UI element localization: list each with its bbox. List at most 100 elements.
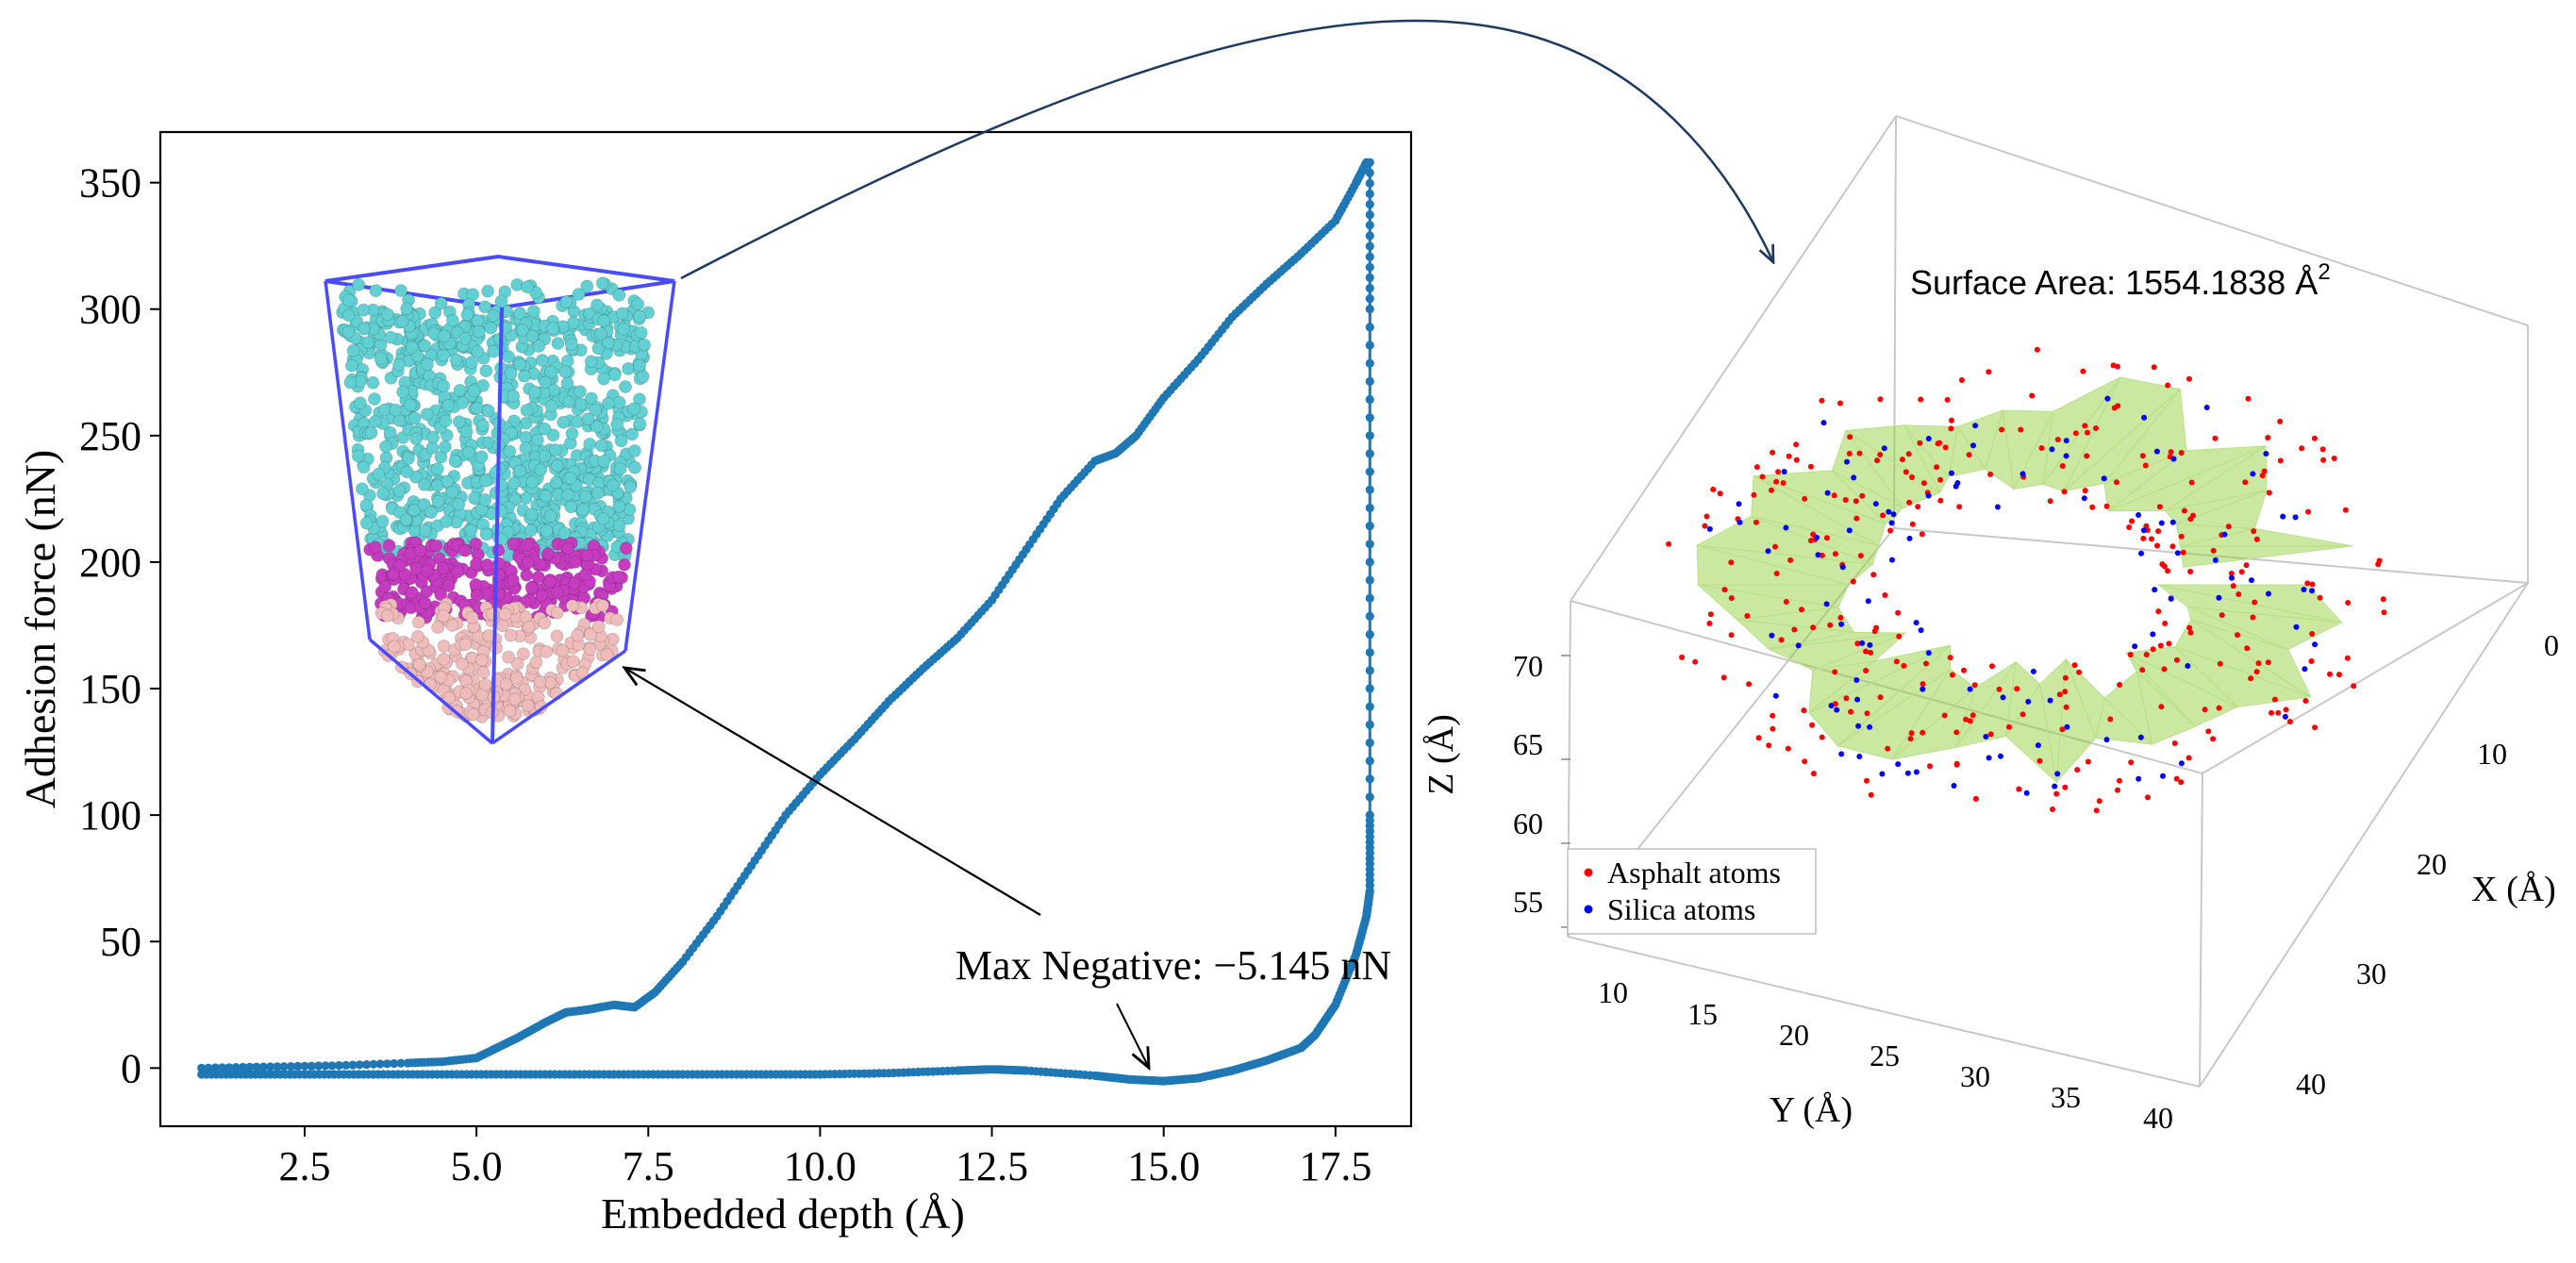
asphalt-atom <box>1948 425 1954 432</box>
inset-atom <box>633 358 646 373</box>
asphalt-atom <box>2178 533 2185 540</box>
asphalt-atom <box>2047 498 2053 505</box>
inset-atom <box>539 375 552 390</box>
asphalt-atom <box>1905 451 1912 457</box>
asphalt-atom <box>2312 724 2318 731</box>
asphalt-atom <box>1874 457 1880 464</box>
inset-atom <box>573 385 587 399</box>
inset-atom <box>625 427 639 441</box>
asphalt-atom <box>2255 660 2262 667</box>
inset-box-edge <box>324 280 372 640</box>
data-point <box>1365 648 1374 657</box>
inset-atom <box>615 307 629 321</box>
asphalt-atom <box>2212 435 2219 441</box>
silica-atom <box>1881 445 1887 452</box>
asphalt-atom <box>2029 392 2036 399</box>
inset-atom <box>529 656 543 669</box>
silica-atom <box>1855 723 1862 729</box>
y-axis-ticks: 0 50 100 150 200 250 300 350 <box>79 160 160 1091</box>
asphalt-atom <box>1809 722 1816 728</box>
y-tick-label: 250 <box>79 413 141 459</box>
asphalt-atom <box>2319 446 2326 453</box>
inset-atom <box>429 539 443 553</box>
asphalt-atom <box>1909 521 1916 527</box>
asphalt-atom <box>1863 668 1870 673</box>
inset-atom <box>612 500 626 513</box>
inset-atom <box>441 398 456 412</box>
inset-atom <box>472 324 486 339</box>
asphalt-atom <box>2238 569 2245 575</box>
asphalt-atom <box>2158 704 2165 710</box>
y-tick-label: 300 <box>79 287 141 333</box>
annotation-arrow <box>1116 1003 1149 1068</box>
data-point <box>231 1063 241 1072</box>
inset-atom <box>531 433 544 447</box>
asphalt-atom <box>1850 578 1856 585</box>
asphalt-atom <box>2145 794 2151 801</box>
asphalt-atom <box>2185 755 2192 761</box>
inset-atom <box>610 418 624 431</box>
silica-atom <box>2158 520 2165 526</box>
inset-atom <box>543 575 557 589</box>
silica-atom <box>2160 773 2166 779</box>
data-point <box>1365 503 1374 513</box>
asphalt-atom <box>1802 758 1808 765</box>
asphalt-atom <box>1854 640 1861 647</box>
x-tick-label: 2.5 <box>279 1143 331 1189</box>
asphalt-atom <box>2143 652 2150 657</box>
silica-atom <box>2169 519 2176 525</box>
inset-atom <box>494 294 508 308</box>
asphalt-atom <box>1772 543 1778 550</box>
z-tick-label: 70 <box>1513 649 1543 683</box>
asphalt-atom <box>2186 375 2192 382</box>
asphalt-atom <box>1807 463 1814 470</box>
silica-atom <box>1951 783 1957 789</box>
inset-atom <box>476 666 490 679</box>
inset-atom <box>631 297 645 311</box>
inset-atom <box>471 344 485 358</box>
x-3d-tick-label: 40 <box>2296 1067 2326 1101</box>
asphalt-atom <box>1842 497 1849 503</box>
inset-atom <box>374 352 388 365</box>
asphalt-atom <box>1909 474 1915 480</box>
inset-atom <box>379 440 393 454</box>
asphalt-atom <box>1863 648 1870 655</box>
silica-atom <box>1851 474 1857 481</box>
inset-atom <box>487 308 500 323</box>
silica-atom <box>1879 771 1886 777</box>
data-point <box>348 1060 357 1070</box>
asphalt-atom <box>2275 709 2282 716</box>
data-point <box>1365 792 1374 802</box>
silica-atom <box>2064 723 2070 730</box>
data-point <box>1365 720 1374 729</box>
asphalt-atom <box>2186 624 2193 631</box>
inset-atom <box>628 444 641 457</box>
inset-atom <box>522 620 536 634</box>
silica-atom <box>1844 458 1850 465</box>
silica-atom <box>1906 535 1913 541</box>
data-point <box>1365 540 1374 549</box>
asphalt-atom <box>2139 667 2146 673</box>
asphalt-atom <box>2140 535 2147 541</box>
silica-atom <box>1986 755 1992 761</box>
y-tick-label: 100 <box>79 792 141 839</box>
data-point <box>266 1062 275 1072</box>
asphalt-atom <box>1853 515 1860 522</box>
asphalt-atom <box>1906 499 1913 506</box>
inset-atom <box>571 628 585 642</box>
inset-atom <box>409 432 423 446</box>
inset-atom <box>382 539 396 553</box>
asphalt-atom <box>1934 464 1940 471</box>
asphalt-atom <box>1999 426 2005 433</box>
inset-atom <box>596 599 609 612</box>
silica-atom <box>2035 742 2041 749</box>
data-point <box>1365 756 1374 766</box>
asphalt-atom <box>2129 518 2135 524</box>
asphalt-atom <box>1958 377 1965 383</box>
inset-atom <box>546 322 560 335</box>
series-layer <box>197 158 1374 1086</box>
inset-atom <box>437 379 451 393</box>
data-point <box>1365 431 1374 440</box>
inset-atom <box>557 526 572 540</box>
